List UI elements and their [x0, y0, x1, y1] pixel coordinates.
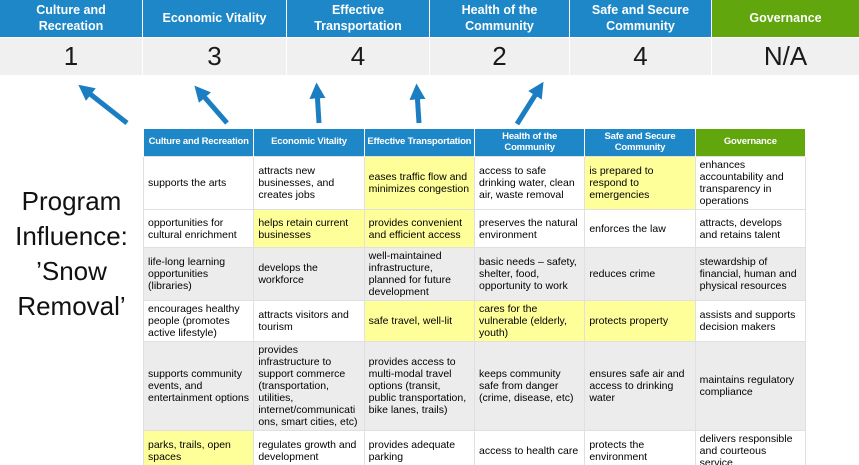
matrix-cell-r1-culture-and-recreation: supports the arts [142, 156, 255, 210]
matrix-cell-r2-culture-and-recreation: opportunities for cultural enrichment [142, 209, 255, 248]
matrix-cell-r4-safe-and-secure-community: protects property [584, 300, 696, 342]
summary-header-row: Culture and Recreation Economic Vitality E… [0, 0, 859, 37]
matrix-header-economic-vitality: Economic Vitality [253, 128, 365, 157]
summary-header-health-of-the-community: Health of the Community [430, 0, 570, 37]
arrow-safe-secure-community [514, 81, 544, 126]
matrix-cell-r5-economic-vitality: provides infrastructure to support comme… [253, 341, 365, 431]
matrix-cell-r6-culture-and-recreation: parks, trails, open spaces [142, 430, 255, 465]
program-title: Program Influence: ’Snow Removal’ [15, 186, 128, 322]
summary-score-culture-and-recreation: 1 [0, 38, 143, 75]
matrix-cell-r5-effective-transportation: provides access to multi-modal travel op… [363, 341, 475, 431]
matrix-row-2: opportunities for cultural enrichment hel… [142, 209, 807, 248]
matrix-cell-r5-governance: maintains regulatory compliance [694, 341, 807, 431]
matrix-cell-r2-health-of-the-community: preserves the natural environment [473, 209, 586, 248]
matrix-cell-r2-safe-and-secure-community: enforces the law [584, 209, 696, 248]
summary-score-safe-and-secure-community: 4 [570, 38, 712, 75]
summary-score-effective-transportation: 4 [287, 38, 430, 75]
matrix-cell-r5-health-of-the-community: keeps community safe from danger (crime,… [473, 341, 586, 431]
matrix-cell-r3-safe-and-secure-community: reduces crime [584, 247, 696, 301]
matrix-cell-r1-effective-transportation: eases traffic flow and minimizes congest… [363, 156, 475, 210]
matrix-cell-r4-health-of-the-community: cares for the vulnerable (elderly, youth… [473, 300, 586, 342]
matrix-cell-r6-economic-vitality: regulates growth and development [253, 430, 365, 465]
matrix-cell-r4-culture-and-recreation: encourages healthy people (promotes acti… [142, 300, 255, 342]
matrix-cell-r1-health-of-the-community: access to safe drinking water, clean air… [473, 156, 586, 210]
arrow-effective-transportation [309, 82, 326, 124]
matrix-cell-r3-governance: stewardship of financial, human and phys… [694, 247, 807, 301]
matrix-header-effective-transportation: Effective Transportation [363, 128, 475, 157]
influence-arrows [78, 81, 544, 126]
matrix-cell-r4-governance: assists and supports decision makers [694, 300, 807, 342]
matrix-cell-r2-governance: attracts, develops and retains talent [694, 209, 807, 248]
matrix-header-health-of-the-community: Health of the Community [473, 128, 586, 157]
matrix-cell-r3-health-of-the-community: basic needs – safety, shelter, food, opp… [473, 247, 586, 301]
summary-score-health-of-the-community: 2 [430, 38, 570, 75]
matrix-cell-r1-safe-and-secure-community: is prepared to respond to emergencies [584, 156, 696, 210]
matrix-cell-r2-economic-vitality: helps retain current businesses [253, 209, 365, 248]
matrix-cell-r1-governance: enhances accountability and transparency… [694, 156, 807, 210]
matrix-row-4: encourages healthy people (promotes acti… [142, 300, 807, 342]
matrix-header-row: Culture and Recreation Economic Vitality E… [142, 128, 807, 157]
matrix-body: supports the arts attracts new businesses… [142, 156, 807, 465]
matrix-cell-r6-governance: delivers responsible and courteous servi… [694, 430, 807, 465]
summary-score-row: 1 3 4 2 4 N/A [0, 38, 859, 75]
matrix-cell-r4-effective-transportation: safe travel, well-lit [363, 300, 475, 342]
matrix-cell-r3-economic-vitality: develops the workforce [253, 247, 365, 301]
matrix-cell-r3-culture-and-recreation: life-long learning opportunities (librar… [142, 247, 255, 301]
influence-matrix: Culture and Recreation Economic Vitality E… [142, 128, 807, 465]
matrix-header-safe-and-secure-community: Safe and Secure Community [584, 128, 696, 157]
matrix-cell-r1-economic-vitality: attracts new businesses, and creates job… [253, 156, 365, 210]
arrow-economic-vitality [194, 85, 229, 125]
arrow-health-community [409, 83, 426, 124]
summary-header-effective-transportation: Effective Transportation [287, 0, 430, 37]
matrix-row-3: life-long learning opportunities (librar… [142, 247, 807, 301]
matrix-cell-r5-culture-and-recreation: supports community events, and entertain… [142, 341, 255, 431]
matrix-cell-r4-economic-vitality: attracts visitors and tourism [253, 300, 365, 342]
matrix-header-culture-and-recreation: Culture and Recreation [142, 128, 255, 157]
matrix-cell-r6-effective-transportation: provides adequate parking [363, 430, 475, 465]
matrix-header-governance: Governance [694, 128, 807, 157]
matrix-row-6: parks, trails, open spaces regulates grow… [142, 430, 807, 465]
matrix-cell-r6-health-of-the-community: access to health care [473, 430, 586, 465]
summary-header-governance: Governance [712, 0, 859, 37]
arrow-culture-recreation [78, 84, 129, 125]
summary-score-economic-vitality: 3 [143, 38, 287, 75]
summary-header-safe-and-secure-community: Safe and Secure Community [570, 0, 712, 37]
summary-header-economic-vitality: Economic Vitality [143, 0, 287, 37]
matrix-cell-r3-effective-transportation: well-maintained infrastructure, planned … [363, 247, 475, 301]
matrix-cell-r2-effective-transportation: provides convenient and efficient access [363, 209, 475, 248]
matrix-row-5: supports community events, and entertain… [142, 341, 807, 431]
summary-header-culture-and-recreation: Culture and Recreation [0, 0, 143, 37]
summary-score-governance: N/A [712, 38, 859, 75]
matrix-row-1: supports the arts attracts new businesses… [142, 156, 807, 210]
matrix-cell-r6-safe-and-secure-community: protects the environment [584, 430, 696, 465]
matrix-cell-r5-safe-and-secure-community: ensures safe air and access to drinking … [584, 341, 696, 431]
